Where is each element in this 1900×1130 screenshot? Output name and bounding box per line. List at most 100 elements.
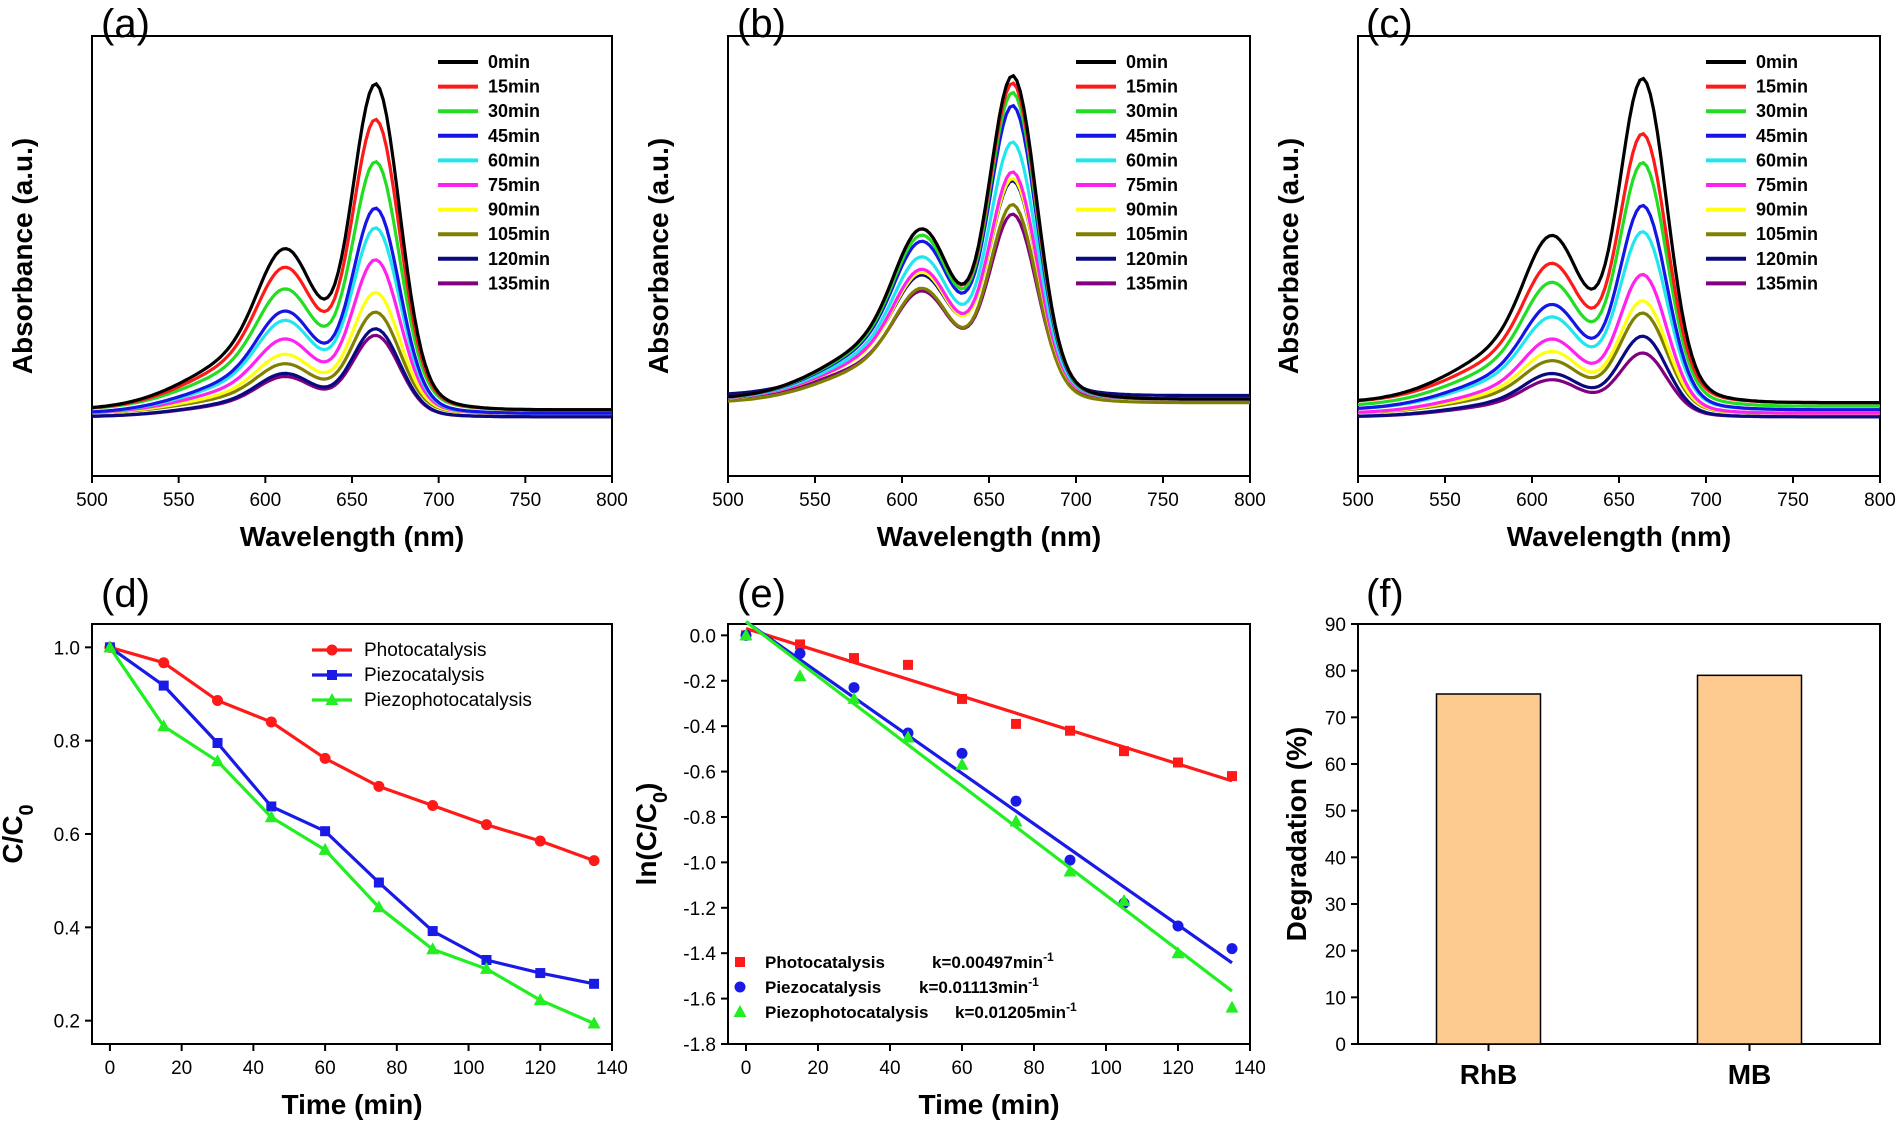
x-tick-label: 550 — [1429, 490, 1461, 511]
data-point — [1117, 893, 1131, 906]
legend-label: 135min — [1126, 273, 1188, 293]
superscript: -1 — [1043, 950, 1054, 964]
data-point — [103, 640, 117, 653]
data-point — [733, 1005, 747, 1017]
panel-d: (d) 0 20 40 60 80 100 120 140 0.2 0.4 0.6 0.8 1.0 Time… — [0, 572, 628, 1120]
x-axis-title: Time (min) — [281, 1089, 422, 1120]
data-point — [327, 670, 337, 680]
x-tick-label: 500 — [1342, 490, 1374, 511]
y-tick-label: 0.0 — [690, 626, 716, 647]
x-tick-label: 800 — [1234, 490, 1266, 511]
legend-rate-constant: k=0.01113min — [919, 978, 1028, 997]
x-tick-label: 20 — [807, 1058, 828, 1079]
y-tick-label: 1.0 — [54, 638, 80, 659]
y-tick-label: -1.8 — [683, 1035, 716, 1056]
data-point — [534, 835, 546, 847]
x-axis-title: Wavelength (nm) — [240, 521, 465, 552]
legend-label: Piezophotocatalysis k=0.01205min-1 — [765, 1000, 1077, 1022]
legend-label: 60min — [1756, 150, 1808, 170]
spectrum-line — [91, 81, 612, 412]
spectrum-line — [727, 202, 1250, 405]
data-point — [319, 752, 331, 764]
data-point — [1119, 746, 1129, 757]
panel-letter: (d) — [101, 572, 150, 616]
y-axis-title: Absorbance (a.u.) — [1273, 138, 1304, 374]
data-point — [426, 942, 440, 955]
panel-c: (c) 500 550 600 650 700 750 800 Wavelength (nm) A… — [1273, 2, 1896, 552]
legend-label: 45min — [1126, 126, 1178, 146]
spectrum-line — [1357, 334, 1880, 419]
legend-label: Photocatalysis — [364, 640, 487, 661]
legend-label: 75min — [1756, 175, 1808, 195]
x-tick-label: 650 — [1603, 490, 1635, 511]
legend-series-name: Piezocatalysis — [765, 978, 881, 997]
paren: ) — [631, 783, 662, 792]
x-tick-label: 0 — [741, 1058, 752, 1079]
legend-label: 30min — [1126, 101, 1178, 121]
legend-label: Piezocatalysis — [364, 665, 484, 686]
fit-line — [745, 620, 1233, 993]
x-tick-label: 60 — [315, 1058, 336, 1079]
x-tick-label: 750 — [1147, 490, 1179, 511]
legend-label: 75min — [488, 175, 540, 195]
x-tick-label: 800 — [596, 490, 628, 511]
legend-label: 120min — [1756, 249, 1818, 269]
legend-label: Piezophotocatalysis — [364, 690, 532, 711]
legend-series-name: Photocatalysis — [765, 953, 885, 972]
x-tick-label: 750 — [509, 490, 541, 511]
x-tick-label: 700 — [1060, 490, 1092, 511]
legend-label: 75min — [1126, 175, 1178, 195]
y-tick-label: -1.4 — [683, 944, 716, 965]
y-tick-label: 0.2 — [54, 1012, 80, 1033]
x-tick-label: 500 — [76, 490, 108, 511]
legend-label: 45min — [488, 126, 540, 146]
data-point — [794, 648, 806, 660]
y-tick-label: -1.0 — [683, 853, 716, 874]
legend-rate-constant: k=0.01205min — [955, 1003, 1066, 1022]
fit-line — [745, 620, 1233, 965]
data-point — [1225, 1000, 1239, 1013]
y-tick-label: -1.2 — [683, 899, 716, 920]
data-point — [589, 978, 600, 989]
data-point — [157, 719, 171, 732]
x-tick-label: 750 — [1777, 490, 1809, 511]
legend-label: 105min — [1756, 224, 1818, 244]
data-point — [903, 659, 913, 670]
data-point — [957, 693, 967, 704]
x-tick-label: 120 — [1162, 1058, 1194, 1079]
spectrum-line — [727, 73, 1250, 401]
x-tick-label: 600 — [249, 490, 281, 511]
y-tick-label: -0.2 — [683, 672, 716, 693]
data-point — [1171, 946, 1185, 959]
legend-label: 135min — [1756, 273, 1818, 293]
x-tick-label: 500 — [712, 490, 744, 511]
legend-label: 30min — [488, 101, 540, 121]
data-point — [739, 628, 753, 641]
data-point — [158, 657, 170, 669]
x-tick-label: 600 — [886, 490, 918, 511]
superscript: -1 — [1028, 975, 1039, 989]
legend-label: 60min — [488, 150, 540, 170]
y-tick-label: 0.8 — [54, 732, 80, 753]
series-line — [108, 646, 595, 1025]
x-tick-label: 100 — [1090, 1058, 1122, 1079]
legend-label: 105min — [488, 224, 550, 244]
x-tick-label: 650 — [336, 490, 368, 511]
y-tick-label: -0.4 — [683, 717, 716, 738]
y-tick-label: 80 — [1325, 662, 1346, 683]
y-tick-label: 0.4 — [54, 918, 81, 939]
data-point — [535, 968, 546, 979]
y-tick-label: 0 — [1335, 1035, 1346, 1056]
data-point — [793, 669, 807, 682]
data-point — [956, 747, 968, 759]
legend-label: Photocatalysis k=0.00497min-1 — [765, 950, 1054, 972]
data-point — [372, 900, 386, 913]
legend-label: 90min — [1756, 200, 1808, 220]
data-point — [955, 757, 969, 770]
x-axis-title: Time (min) — [918, 1089, 1059, 1120]
legend-label: 0min — [1756, 52, 1798, 72]
x-tick-label: 600 — [1516, 490, 1548, 511]
x-tick-label: 80 — [386, 1058, 407, 1079]
data-point — [533, 993, 547, 1006]
